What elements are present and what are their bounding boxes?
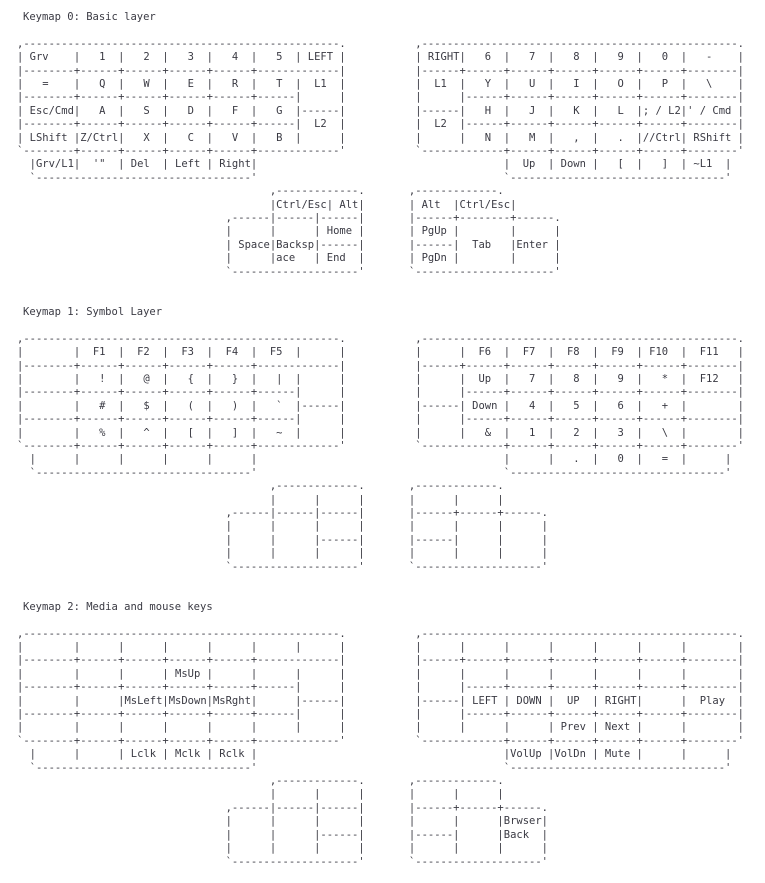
keymap-section-basic: Keymap 0: Basic layer ,-----------------… bbox=[17, 11, 765, 279]
keymap-section-symbol: Keymap 1: Symbol Layer ,----------------… bbox=[17, 306, 765, 574]
keymap-section-media: Keymap 2: Media and mouse keys ,--------… bbox=[17, 601, 765, 869]
keymap-1-ascii-diagram: ,---------------------------------------… bbox=[17, 332, 744, 573]
keymap-0-title: Keymap 0: Basic layer bbox=[23, 11, 156, 23]
keymap-2-ascii-diagram: ,---------------------------------------… bbox=[17, 627, 744, 868]
keymap-1-title: Keymap 1: Symbol Layer bbox=[23, 305, 163, 318]
keymap-2-title: Keymap 2: Media and mouse keys bbox=[23, 600, 213, 613]
keymap-0-ascii-diagram: ,---------------------------------------… bbox=[17, 37, 744, 278]
